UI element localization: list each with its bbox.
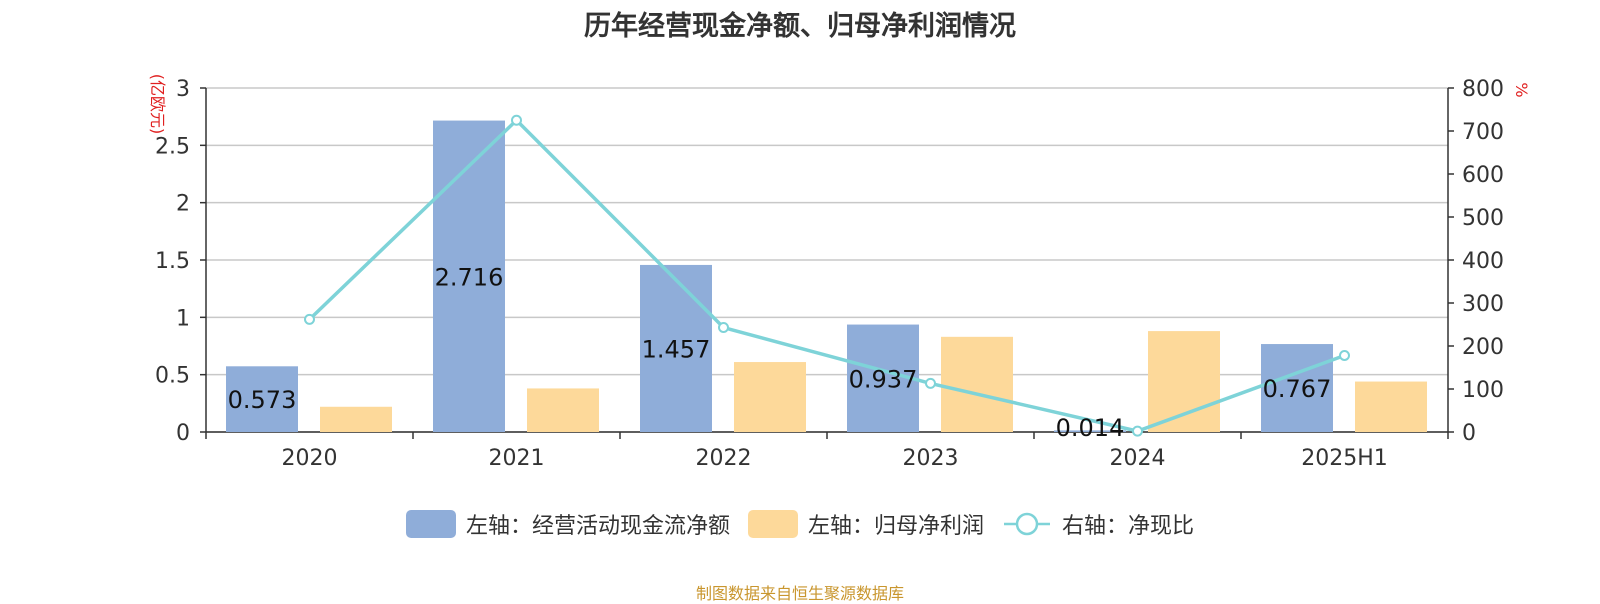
right-tick-label: 700: [1462, 120, 1504, 145]
left-tick-label: 1.5: [155, 249, 190, 274]
data-label-cashflow: 2.716: [435, 263, 504, 291]
legend: 左轴：经营活动现金流净额 左轴：归母净利润 右轴：净现比: [0, 508, 1600, 540]
legend-line-icon: [1004, 512, 1050, 536]
bar-net-profit: [1355, 381, 1427, 432]
left-axis-unit: (亿欧元): [148, 74, 167, 135]
legend-label-net-profit: 左轴：归母净利润: [807, 514, 984, 539]
right-tick-label: 100: [1462, 378, 1504, 403]
bar-cashflow: [433, 120, 505, 432]
legend-label-ratio: 右轴：净现比: [1062, 514, 1195, 539]
bar-cashflow: [1261, 344, 1333, 432]
left-tick-label: 2.5: [155, 134, 190, 159]
left-tick-label: 3: [176, 77, 190, 102]
data-label-cashflow: 1.457: [642, 335, 711, 363]
line-point-ratio: [1339, 349, 1350, 361]
left-tick-label: 1: [176, 306, 190, 331]
right-tick-label: 600: [1462, 163, 1504, 188]
data-label-cashflow: 0.014: [1056, 414, 1125, 442]
right-axis-unit: %: [1512, 82, 1531, 97]
data-label-cashflow: 0.573: [228, 386, 297, 414]
source-note: 制图数据来自恒生聚源数据库: [695, 584, 904, 603]
right-tick-label: 300: [1462, 292, 1504, 317]
right-tick-label: 500: [1462, 206, 1504, 231]
line-point-ratio: [1132, 425, 1143, 437]
bar-net-profit: [941, 336, 1013, 432]
legend-swatch-net-profit: [747, 510, 798, 538]
x-tick-label: 2023: [903, 446, 959, 471]
x-tick-label: 2022: [696, 446, 752, 471]
left-tick-label: 0.5: [155, 364, 190, 389]
x-tick-label: 2025H1: [1301, 446, 1388, 471]
line-ratio: [308, 118, 1346, 433]
legend-item-net-profit[interactable]: 左轴：归母净利润: [747, 508, 984, 540]
legend-item-ratio[interactable]: 右轴：净现比: [1002, 508, 1194, 540]
line-point-ratio: [718, 322, 729, 334]
legend-item-cashflow[interactable]: 左轴：经营活动现金流净额: [405, 508, 730, 540]
bar-net-profit: [527, 388, 599, 432]
bar-net-profit: [734, 362, 806, 432]
bar-net-profit: [320, 406, 392, 432]
legend-swatch-cashflow: [405, 510, 456, 538]
bar-cashflow: [226, 366, 298, 432]
line-point-ratio: [511, 114, 522, 126]
bar-cashflow: [640, 264, 712, 432]
bar-net-profit: [1148, 331, 1220, 432]
right-tick-label: 0: [1462, 421, 1476, 446]
x-tick-label: 2024: [1110, 446, 1166, 471]
x-tick-label: 2021: [489, 446, 545, 471]
data-label-cashflow: 0.767: [1263, 375, 1332, 403]
left-tick-label: 0: [176, 421, 190, 446]
line-point-ratio: [925, 377, 936, 389]
x-tick-label: 2020: [282, 446, 338, 471]
right-tick-label: 200: [1462, 335, 1504, 360]
line-point-ratio: [304, 313, 315, 325]
chart-title: 历年经营现金净额、归母净利润情况: [584, 11, 1016, 42]
bar-cashflow: [1054, 430, 1126, 432]
right-tick-label: 800: [1462, 77, 1504, 102]
data-label-cashflow: 0.937: [849, 365, 918, 393]
right-tick-label: 400: [1462, 249, 1504, 274]
legend-label-cashflow: 左轴：经营活动现金流净额: [465, 514, 730, 539]
left-tick-label: 2: [176, 192, 190, 217]
